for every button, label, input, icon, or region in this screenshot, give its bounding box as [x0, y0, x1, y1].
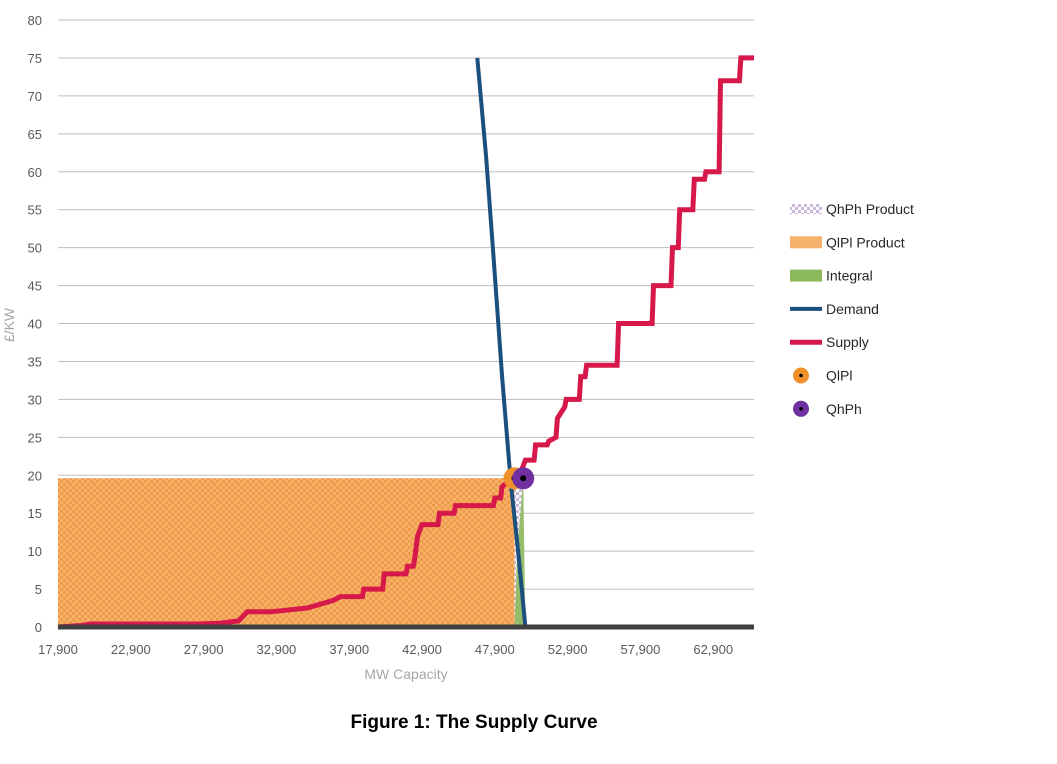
y-tick-label: 70 — [28, 89, 42, 104]
legend-swatch — [790, 204, 822, 214]
x-axis-title: MW Capacity — [364, 666, 447, 682]
y-tick-label: 15 — [28, 506, 42, 521]
legend-item-supply: Supply — [790, 334, 869, 350]
x-tick-label: 37,900 — [329, 642, 369, 657]
y-tick-label: 60 — [28, 165, 42, 180]
y-tick-label: 45 — [28, 279, 42, 294]
x-tick-label: 62,900 — [693, 642, 733, 657]
y-tick-label: 65 — [28, 127, 42, 142]
y-tick-label: 35 — [28, 354, 42, 369]
legend-label: QhPh Product — [826, 201, 914, 217]
legend-label: QlPl Product — [826, 234, 905, 250]
legend-swatch-center — [799, 373, 803, 378]
tick-label-layer: 0 5 10 15 20 25 30 35 40 45 50 55 60 65 70 75 80 17,900 22… — [28, 13, 734, 657]
legend-item-integral: Integral — [790, 268, 873, 284]
x-tick-label: 52,900 — [548, 642, 588, 657]
x-tick-label: 47,900 — [475, 642, 515, 657]
legend-swatch-center — [799, 407, 803, 411]
y-tick-label: 0 — [35, 620, 42, 635]
y-tick-label: 10 — [28, 544, 42, 559]
gridlines — [58, 19, 754, 590]
legend-label: QlPl — [826, 368, 852, 384]
marker-layer — [503, 467, 535, 490]
legend-label: Supply — [826, 334, 869, 350]
supply-curve-chart: 0 5 10 15 20 25 30 35 40 45 50 55 60 65 70 75 80 17,900 22… — [1, 13, 914, 682]
legend-item-qlpl: QlPl — [793, 367, 852, 384]
area-layer — [58, 478, 526, 627]
y-tick-label: 40 — [28, 317, 42, 332]
legend-label: QhPh — [826, 401, 862, 417]
legend-label: Integral — [826, 268, 873, 284]
y-tick-label: 30 — [28, 392, 42, 407]
y-axis-title: £/KW — [1, 307, 17, 342]
legend: QhPh Product QlPl Product Integral Demand Su… — [790, 201, 914, 417]
y-tick-label: 80 — [28, 13, 42, 28]
legend-label: Demand — [826, 301, 879, 317]
area-qlpl-product — [58, 478, 515, 627]
y-tick-label: 20 — [28, 468, 42, 483]
marker-qhph-center — [520, 475, 527, 482]
legend-swatch — [790, 269, 822, 282]
x-tick-label: 42,900 — [402, 642, 442, 657]
y-tick-label: 75 — [28, 51, 42, 66]
legend-item-qhph: QhPh — [793, 400, 862, 417]
figure-caption: Figure 1: The Supply Curve — [350, 712, 598, 733]
legend-item-qhph-product: QhPh Product — [790, 201, 914, 217]
series-line-demand — [475, 57, 528, 628]
legend-item-demand: Demand — [790, 301, 879, 317]
y-tick-label: 50 — [28, 241, 42, 256]
legend-item-qlpl-product: QlPl Product — [790, 234, 905, 250]
x-tick-label: 22,900 — [111, 642, 151, 657]
x-tick-label: 17,900 — [38, 642, 78, 657]
legend-swatch — [790, 236, 822, 249]
y-tick-label: 5 — [35, 582, 42, 597]
x-tick-label: 27,900 — [184, 642, 224, 657]
x-tick-label: 32,900 — [257, 642, 297, 657]
x-tick-label: 57,900 — [621, 642, 661, 657]
y-tick-label: 25 — [28, 430, 42, 445]
y-tick-label: 55 — [28, 203, 42, 218]
